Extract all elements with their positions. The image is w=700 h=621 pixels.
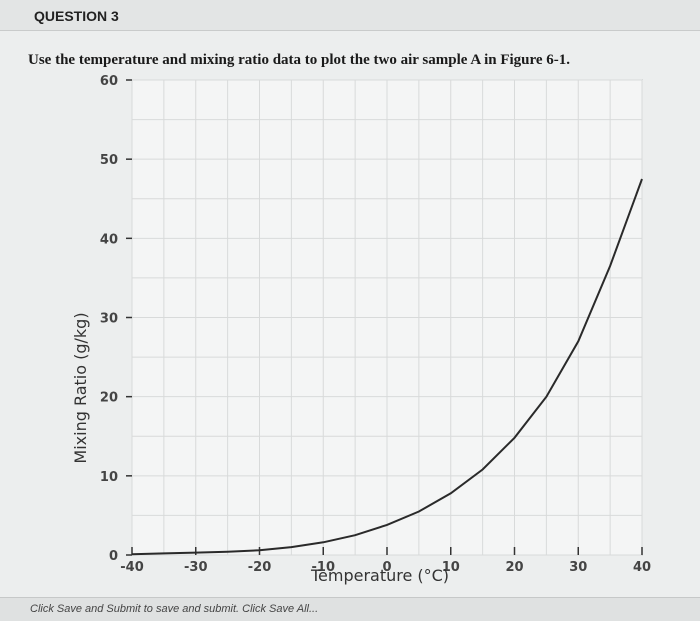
y-axis-label: Mixing Ratio (g/kg): [71, 312, 90, 463]
tick-labels: 0 10 20 30 40 50 60 -40 -30 -20 -10 0 10 20 30 40: [100, 74, 651, 575]
x-tick-label: 20: [505, 560, 523, 575]
mixing-ratio-chart: 0 10 20 30 40 50 60 -40 -30 -20 -10 0 10 20 30 40 Tempe…: [71, 74, 651, 585]
y-tick-label: 50: [100, 153, 118, 168]
figure-6-1: 0 10 20 30 40 50 60 -40 -30 -20 -10 0 10 20 30 40 Tempe…: [0, 74, 700, 595]
y-tick-label: 20: [100, 391, 118, 406]
x-tick-label: 30: [569, 560, 587, 575]
question-text: Use the temperature and mixing ratio dat…: [28, 52, 571, 68]
y-tick-label: 30: [100, 312, 118, 327]
footer-instructions: Click Save and Submit to save and submit…: [30, 603, 319, 615]
y-tick-label: 60: [100, 75, 118, 89]
saturation-mixing-ratio-curve: [131, 178, 643, 556]
question-header: QUESTION 3: [0, 0, 700, 31]
x-tick-label: 0: [382, 560, 391, 575]
y-tick-label: 10: [100, 470, 118, 485]
x-axis-label: Temperature (°C): [310, 566, 449, 585]
x-tick-label: 10: [442, 560, 460, 575]
x-tick-label: 40: [633, 560, 651, 575]
y-tick-label: 40: [100, 232, 118, 247]
y-tick-label: 0: [109, 549, 118, 564]
footer-bar: Click Save and Submit to save and submit…: [0, 597, 700, 621]
x-tick-label: -40: [120, 560, 144, 575]
x-tick-label: -20: [248, 560, 272, 575]
question-label: QUESTION 3: [34, 8, 119, 24]
x-tick-label: -10: [312, 560, 336, 575]
x-tick-label: -30: [184, 560, 208, 575]
